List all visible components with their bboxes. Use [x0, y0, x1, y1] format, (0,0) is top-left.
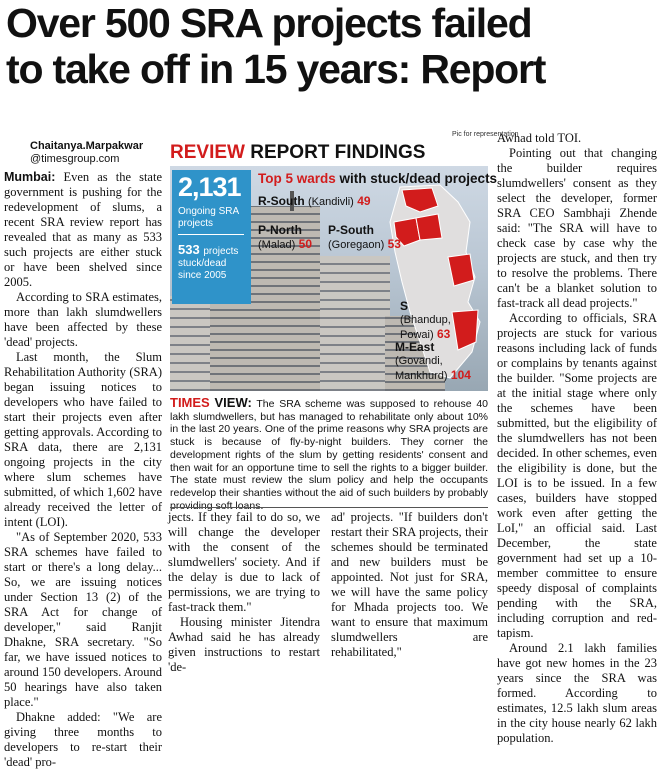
report-title-suffix: REPORT FINDINGS	[250, 142, 426, 163]
paragraph: Housing minister Jitendra Awhad said he …	[168, 615, 320, 674]
map-ward-p-north	[393, 217, 421, 247]
dateline: Mumbai:	[4, 170, 56, 184]
article-column-3: ad' projects. "If builders don't restart…	[331, 510, 488, 660]
headline-line-1: Over 500 SRA projects failed	[6, 0, 533, 46]
ward-area: Mankhurd)	[395, 370, 448, 382]
headline: Over 500 SRA projects failed to take off…	[6, 0, 656, 92]
ward-area: (Malad)	[258, 239, 296, 251]
ward-area: (Govandi,	[395, 355, 443, 367]
stuck-projects-number: 533 projects	[178, 242, 238, 259]
ward-name: P-North	[258, 223, 302, 237]
ward-name: M-East	[395, 340, 435, 354]
paragraph: ad' projects. "If builders don't restart…	[331, 510, 488, 659]
report-findings-title: REVIEW REPORT FINDINGS	[170, 142, 425, 164]
paragraph: Awhad told TOI.	[497, 131, 582, 145]
byline: Chaitanya.Marpakwar @timesgroup.com	[30, 140, 143, 166]
paragraph: According to officials, SRA projects are…	[497, 311, 657, 640]
map-ward-p-south	[415, 213, 443, 241]
stats-box: 2,131 Ongoing SRA projects 533 projects …	[172, 170, 251, 304]
map-ward-m-east	[451, 309, 479, 351]
paragraph: Last month, the Slum Rehabilitation Auth…	[4, 350, 162, 529]
ward-count: 53	[387, 237, 401, 251]
paragraph: "As of September 2020, 533 SRA schemes h…	[4, 530, 162, 709]
photo-caption: Pic for representation	[452, 131, 519, 138]
ward-name: S	[400, 299, 409, 313]
ward-area: (Kandivli)	[308, 196, 354, 208]
report-title-prefix: REVIEW	[170, 142, 245, 163]
top-5-heading: Top 5 wards with stuck/dead projects	[258, 171, 497, 186]
ward-name: R-South	[258, 194, 305, 208]
paragraph: Around 2.1 lakh families have got new ho…	[497, 641, 657, 745]
byline-name: Chaitanya.Marpakwar	[30, 140, 144, 152]
stuck-count-suffix: projects	[203, 246, 239, 257]
map-ward-s	[447, 253, 475, 287]
map-ward-r-south	[401, 187, 439, 213]
article-column-1: Mumbai: Even as the state government is …	[4, 170, 162, 770]
ward-area: Powai)	[400, 329, 434, 341]
times-view-box: TIMES VIEW: The SRA scheme was supposed …	[170, 395, 489, 512]
stuck-count: 533	[178, 242, 200, 257]
paragraph: According to SRA estimates, more than la…	[4, 290, 162, 349]
paragraph: Pointing out that changing the builder r…	[497, 146, 657, 310]
ward-count: 104	[450, 368, 471, 382]
ward-label-m-east: M-East (Govandi, Mankhurd) 104	[395, 340, 471, 383]
ward-area: (Bhandup,	[400, 314, 451, 326]
ward-name: P-South	[328, 223, 374, 237]
ward-label-r-south: R-South (Kandivli) 49	[258, 194, 371, 209]
ward-label-p-north: P-North (Malad) 50	[258, 223, 312, 252]
paragraph: Dhakne added: "We are giving three month…	[4, 710, 162, 769]
paragraph: jects. If they fail to do so, we will ch…	[168, 510, 320, 614]
ongoing-projects-number: 2,131	[178, 172, 242, 202]
headline-line-2: to take off in 15 years: Report	[6, 46, 546, 92]
article-column-2: jects. If they fail to do so, we will ch…	[168, 510, 320, 675]
paragraph-text: Even as the state government is pushing …	[4, 170, 163, 289]
ward-area: (Goregaon)	[328, 239, 385, 251]
times-view-label-2: VIEW:	[214, 395, 252, 410]
times-view-text: The SRA scheme was supposed to rehouse 4…	[170, 398, 489, 512]
paragraph: Mumbai: Even as the state government is …	[4, 170, 162, 290]
divider-rule	[170, 507, 488, 508]
ward-count: 50	[298, 237, 312, 251]
ward-count: 49	[357, 194, 371, 208]
mumbai-ward-map	[389, 184, 481, 379]
stuck-projects-label: stuck/dead since 2005	[178, 258, 227, 281]
ward-label-s: S (Bhandup, Powai) 63	[400, 299, 451, 342]
byline-handle: @timesgroup.com	[30, 153, 120, 165]
times-view-label: TIMES	[170, 395, 210, 410]
top5-highlight: Top 5 wards	[258, 171, 336, 186]
ward-label-p-south: P-South (Goregaon) 53	[328, 223, 401, 252]
ongoing-projects-label: Ongoing SRA projects	[178, 206, 239, 229]
divider	[178, 234, 244, 235]
article-column-4: Awhad told TOI. Pointing out that changi…	[497, 131, 657, 746]
ward-count: 63	[436, 327, 451, 341]
top5-rest: with stuck/dead projects	[339, 171, 498, 186]
